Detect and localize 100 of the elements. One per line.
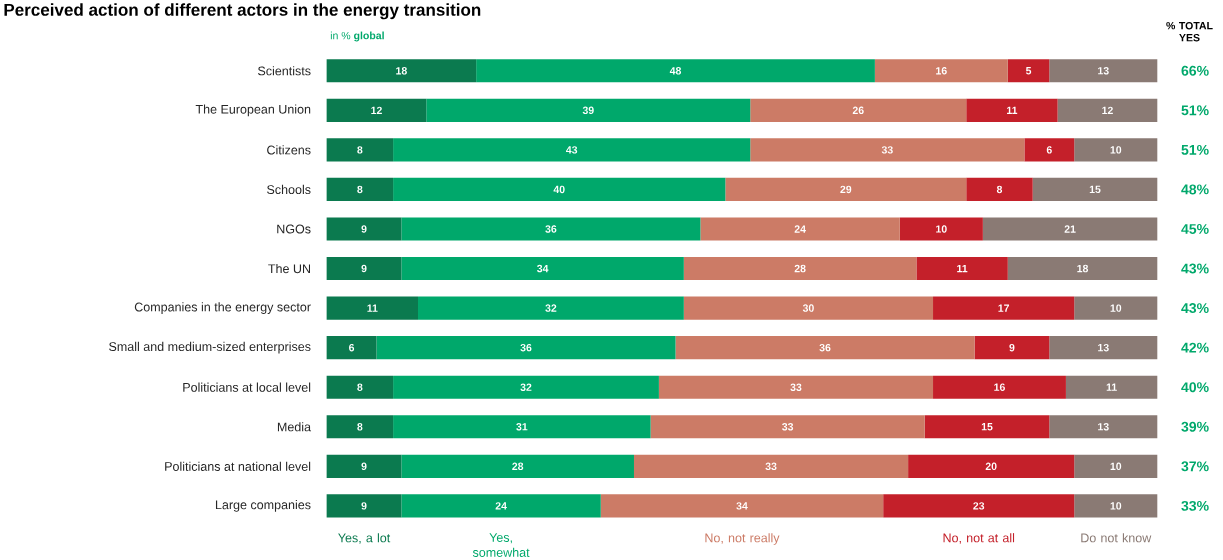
data-label: 18 [1077,264,1089,273]
data-label: 21 [1064,225,1076,233]
data-label: 29 [840,185,852,194]
bar [326,217,402,241]
bar [600,494,884,518]
series-label: Do not know [1081,533,1152,543]
data-label: 6 [349,343,355,352]
y-tick-label: Scientists [258,66,311,76]
data-label: 33 [765,462,777,470]
bar [908,454,1075,478]
bar [1007,59,1050,83]
y-tick-label: Citizens [267,145,311,155]
data-label: 9 [1009,343,1015,352]
bar [725,177,967,201]
data-label: 33 [790,383,802,391]
bar [401,494,601,518]
bar [658,375,934,399]
data-label: 24 [794,225,806,233]
bar [924,415,1050,439]
bar [899,217,983,241]
data-label: 32 [520,383,532,391]
data-label: 18 [396,66,407,75]
text: 43% [1181,302,1209,313]
bar [418,296,684,320]
data-label: 10 [1110,146,1122,154]
data-label: 28 [512,462,524,470]
bar [393,177,726,201]
bar [750,138,1025,162]
text: 51% [1181,105,1209,116]
text: 39% [1181,421,1209,432]
bar [633,454,909,478]
chart-subtitle: in % global [330,31,384,42]
data-label: 17 [998,304,1010,312]
bar [326,494,402,518]
data-label: 8 [357,146,363,154]
y-tick-label: Politicians at local level [183,382,311,392]
data-label: 8 [357,422,363,431]
bar [1024,138,1075,162]
data-label: 39 [582,106,594,114]
text: % TOTAL YES [1166,21,1213,42]
data-label: 11 [957,264,968,273]
bar [1049,59,1158,83]
data-label: 10 [1110,462,1122,470]
data-label: 32 [545,304,557,312]
data-label: 33 [782,422,794,431]
bar [393,375,659,399]
bar [326,98,427,122]
y-tick-label: Companies in the energy sector [134,302,311,314]
data-label: 15 [1089,185,1101,193]
text: 66% [1181,65,1209,76]
data-label: 28 [794,264,806,273]
bar [1032,177,1158,201]
bar [1065,375,1158,399]
bar [401,217,701,241]
bar [974,335,1050,360]
text: 42% [1181,342,1209,353]
bar [683,296,934,320]
bar [982,217,1158,241]
data-label: 11 [1007,106,1018,114]
bar [1074,296,1158,320]
data-label: 8 [357,383,363,391]
y-tick-label: NGOs [277,224,311,234]
bar [916,256,1008,280]
bar [393,415,651,439]
y-tick-label: The UN [268,263,310,274]
bar [326,335,377,360]
data-label: 6 [1046,146,1052,154]
text: 45% [1181,223,1209,234]
data-label: 43 [566,146,578,154]
data-label: 8 [996,185,1003,194]
data-label: 12 [1102,106,1113,114]
bar [326,415,394,439]
y-tick-label: Schools [267,184,311,194]
bar [1007,256,1158,280]
data-label: 8 [357,185,363,194]
bar [874,59,1008,83]
data-label: 5 [1025,66,1032,75]
data-label: 13 [1098,422,1109,431]
bar [1074,494,1158,518]
text: 48% [1181,184,1209,195]
data-label: 9 [361,502,367,510]
data-label: 11 [1106,383,1117,391]
y-tick-label: Small and medium-sized enterprises [109,341,311,354]
data-label: 12 [371,106,382,114]
data-label: 9 [361,462,367,470]
data-label: 16 [936,66,947,75]
text: 51% [1181,144,1209,155]
series-label: No, not really [705,533,780,545]
data-label: 40 [553,185,565,194]
data-label: 11 [367,304,378,312]
text: 43% [1181,263,1209,274]
data-label: 36 [819,343,831,352]
y-tick-label: Large companies [215,499,311,512]
bar [326,138,394,162]
bar [1049,335,1158,360]
bar [326,59,477,83]
series-label: Yes, a lot [338,533,391,544]
data-label: 15 [981,422,993,431]
data-label: 31 [516,422,528,431]
bar [933,296,1075,320]
